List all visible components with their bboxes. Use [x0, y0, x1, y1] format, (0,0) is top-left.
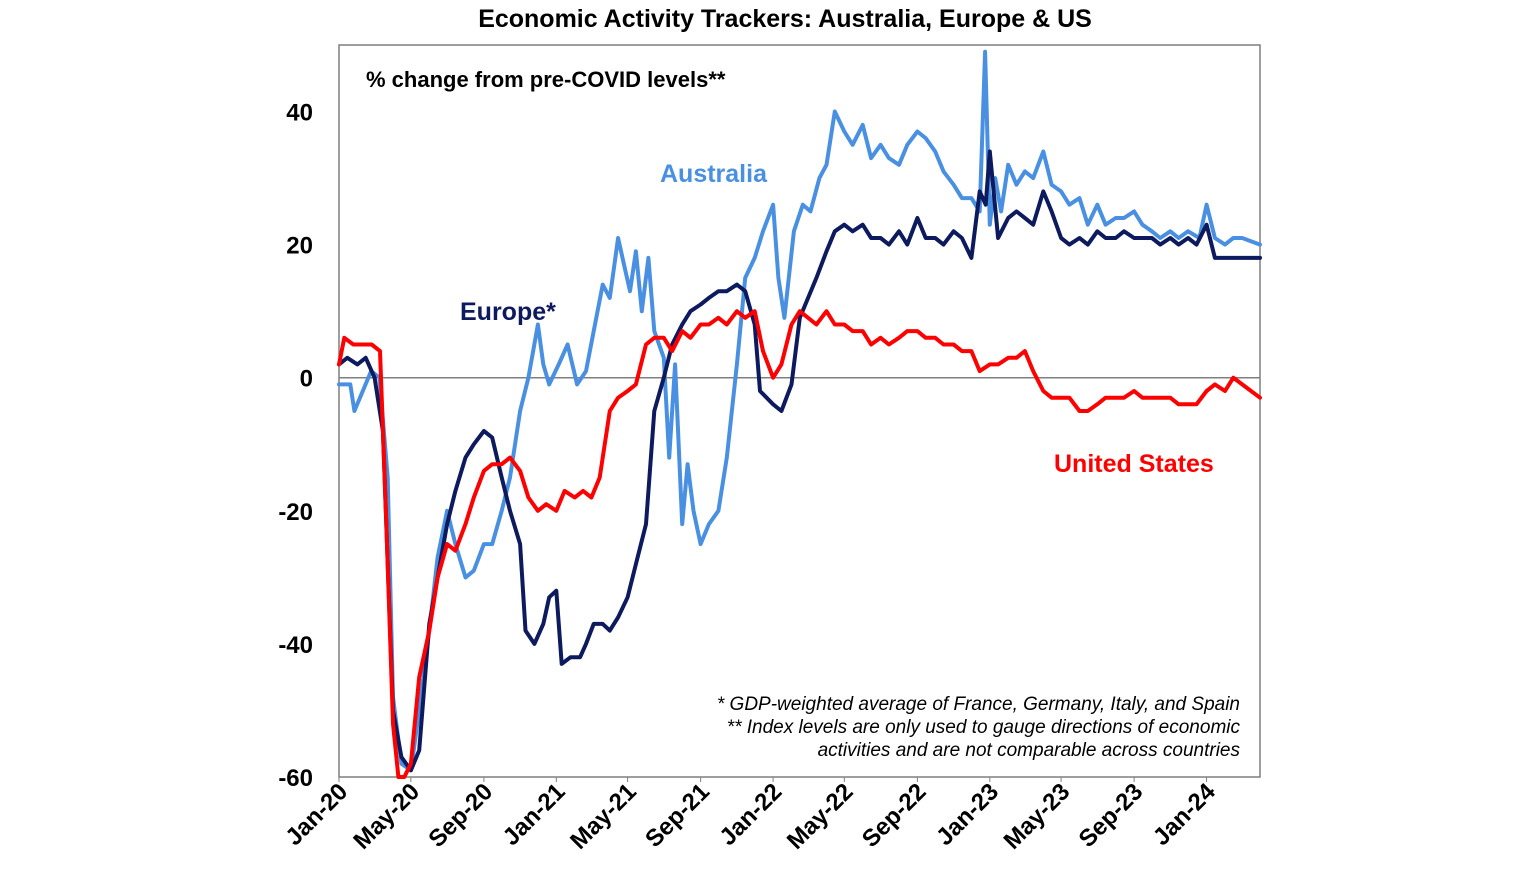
- series-label-australia: Australia: [660, 160, 768, 188]
- x-tick-label: Sep-22: [857, 778, 932, 853]
- x-tick-label: May-22: [782, 778, 859, 855]
- y-axis: 40 20 0 -20 -40 -60: [278, 100, 313, 792]
- series-label-united-states: United States: [1054, 450, 1214, 478]
- x-tick-label: Jan-21: [498, 778, 571, 851]
- series-lines: [337, 49, 1262, 779]
- x-tick-label: Jan-24: [1148, 778, 1221, 851]
- y-tick-label: -60: [278, 765, 313, 792]
- x-tick-label: Jan-22: [714, 778, 787, 851]
- x-tick-label: Sep-21: [640, 778, 715, 853]
- chart-subtitle: % change from pre-COVID levels**: [366, 67, 726, 92]
- x-tick-label: May-20: [348, 778, 425, 855]
- y-tick-label: 20: [286, 233, 313, 260]
- series-line-united-states: [337, 309, 1262, 779]
- series-line-europe: [337, 149, 1262, 773]
- footnote-3: activities and are not comparable across…: [818, 740, 1241, 761]
- plot-area: [338, 44, 1261, 778]
- x-tick-label: Sep-23: [1074, 778, 1149, 853]
- y-tick-label: -20: [278, 499, 313, 526]
- y-tick-label: 0: [300, 366, 313, 393]
- chart-title: Economic Activity Trackers: Australia, E…: [478, 5, 1092, 33]
- footnote-2: ** Index levels are only used to gauge d…: [727, 717, 1241, 738]
- x-tick-label: May-23: [999, 778, 1076, 855]
- series-label-europe: Europe*: [460, 298, 556, 326]
- x-tick-label: Jan-23: [931, 778, 1004, 851]
- x-tick-label: May-21: [565, 778, 642, 855]
- footnote-1: * GDP-weighted average of France, German…: [717, 694, 1240, 715]
- y-tick-label: -40: [278, 632, 313, 659]
- series-line-australia: [337, 49, 1262, 773]
- y-tick-label: 40: [286, 100, 313, 127]
- x-tick-label: Sep-20: [423, 778, 498, 853]
